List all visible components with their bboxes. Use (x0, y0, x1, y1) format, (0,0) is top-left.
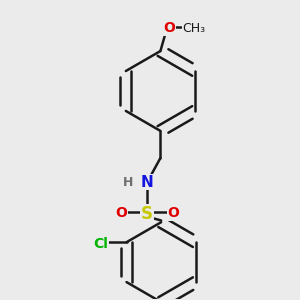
Text: O: O (115, 206, 127, 220)
Text: O: O (163, 21, 175, 35)
Text: O: O (167, 206, 179, 220)
Text: N: N (141, 175, 154, 190)
Text: H: H (123, 176, 133, 189)
Text: Cl: Cl (94, 237, 109, 251)
Text: S: S (141, 205, 153, 223)
Text: CH₃: CH₃ (182, 22, 206, 35)
